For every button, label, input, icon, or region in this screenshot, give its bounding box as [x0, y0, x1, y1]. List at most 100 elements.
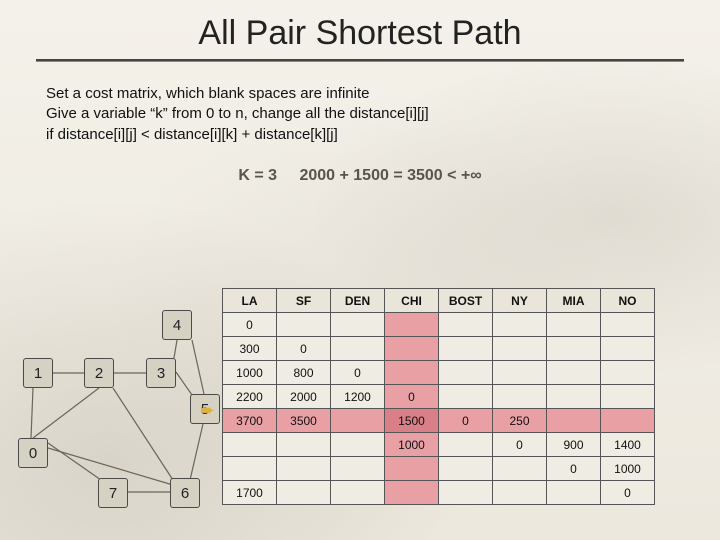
expression: 2000 + 1500 = 3500 < +∞ — [299, 167, 481, 185]
matrix-cell — [493, 313, 547, 337]
matrix-cell — [439, 337, 493, 361]
matrix-cell: 0 — [277, 337, 331, 361]
matrix-cell — [493, 337, 547, 361]
k-line: K = 3 2000 + 1500 = 3500 < +∞ — [28, 167, 692, 185]
matrix-cell — [439, 313, 493, 337]
matrix-cell: 900 — [547, 433, 601, 457]
matrix-col-NO: NO — [601, 289, 655, 313]
matrix-row: 2200200012000 — [223, 385, 655, 409]
matrix-col-BOST: BOST — [439, 289, 493, 313]
matrix-col-NY: NY — [493, 289, 547, 313]
graph-node-0: 0 — [18, 438, 48, 468]
matrix-cell: 3500 — [277, 409, 331, 433]
matrix-body: 0300010008000220020001200037003500150002… — [223, 313, 655, 505]
matrix-cell — [223, 433, 277, 457]
matrix-cell — [493, 361, 547, 385]
matrix-cell: 0 — [385, 385, 439, 409]
matrix-row: 37003500 15000250 — [223, 409, 655, 433]
graph-node-1: 1 — [23, 358, 53, 388]
matrix-cell — [493, 457, 547, 481]
matrix-cell — [385, 457, 439, 481]
matrix-cell: 3700 — [223, 409, 277, 433]
matrix-cell: 0 — [547, 457, 601, 481]
matrix-cell — [493, 385, 547, 409]
matrix-cell — [601, 337, 655, 361]
matrix-col-SF: SF — [277, 289, 331, 313]
rule-thin — [36, 61, 684, 62]
body-line-1: Set a cost matrix, which blank spaces ar… — [46, 84, 692, 104]
matrix-cell — [385, 313, 439, 337]
matrix-cell — [223, 457, 277, 481]
matrix-row: 1000 09001400 — [223, 433, 655, 457]
matrix-cell — [601, 313, 655, 337]
matrix-cell — [601, 385, 655, 409]
matrix-cell — [331, 313, 385, 337]
matrix-cell: 1200 — [331, 385, 385, 409]
graph-node-2: 2 — [84, 358, 114, 388]
matrix-cell — [439, 361, 493, 385]
matrix-cell: 0 — [331, 361, 385, 385]
matrix-cell: 0 — [493, 433, 547, 457]
matrix-row: 01000 — [223, 457, 655, 481]
matrix-cell — [601, 409, 655, 433]
graph-node-4: 4 — [162, 310, 192, 340]
matrix-cell — [601, 361, 655, 385]
arrow-icon: ➨ — [200, 400, 215, 421]
matrix-cell — [547, 313, 601, 337]
body-line-2: Give a variable “k” from 0 to n, change … — [46, 104, 692, 124]
page-title: All Pair Shortest Path — [28, 14, 692, 59]
matrix-cell — [439, 481, 493, 505]
graph-node-3: 3 — [146, 358, 176, 388]
matrix-cell: 0 — [223, 313, 277, 337]
graph-diagram: 41235076 — [18, 310, 214, 520]
matrix-col-CHI: CHI — [385, 289, 439, 313]
matrix-cell — [547, 361, 601, 385]
matrix-cell — [439, 385, 493, 409]
matrix-col-DEN: DEN — [331, 289, 385, 313]
matrix-cell: 1000 — [385, 433, 439, 457]
matrix-cell: 800 — [277, 361, 331, 385]
algorithm-text: Set a cost matrix, which blank spaces ar… — [46, 84, 692, 145]
matrix-col-MIA: MIA — [547, 289, 601, 313]
matrix-cell — [331, 337, 385, 361]
graph-node-6: 6 — [170, 478, 200, 508]
matrix-cell — [277, 313, 331, 337]
matrix-cell — [385, 481, 439, 505]
k-value: K = 3 — [238, 167, 277, 185]
matrix-col-LA: LA — [223, 289, 277, 313]
matrix-cell: 1400 — [601, 433, 655, 457]
graph-node-7: 7 — [98, 478, 128, 508]
matrix-cell — [277, 433, 331, 457]
cost-matrix: LASFDENCHIBOSTNYMIANO 030001000800022002… — [222, 288, 655, 505]
matrix-cell — [331, 457, 385, 481]
matrix-row: 1700 0 — [223, 481, 655, 505]
matrix-cell: 2000 — [277, 385, 331, 409]
matrix-cell — [277, 481, 331, 505]
matrix-cell: 1000 — [601, 457, 655, 481]
matrix-cell — [547, 385, 601, 409]
matrix-cell — [493, 481, 547, 505]
matrix-cell — [547, 409, 601, 433]
matrix-cell — [439, 457, 493, 481]
matrix-cell: 1700 — [223, 481, 277, 505]
matrix-cell — [385, 337, 439, 361]
matrix-cell: 1500 — [385, 409, 439, 433]
matrix-cell: 2200 — [223, 385, 277, 409]
matrix-cell — [439, 433, 493, 457]
matrix-cell — [385, 361, 439, 385]
matrix-row: 0 — [223, 313, 655, 337]
body-line-3: if distance[i][j] < distance[i][k] + dis… — [46, 125, 692, 145]
matrix-cell — [331, 481, 385, 505]
matrix-cell: 300 — [223, 337, 277, 361]
matrix-cell: 1000 — [223, 361, 277, 385]
matrix-row: 10008000 — [223, 361, 655, 385]
matrix-cell: 0 — [439, 409, 493, 433]
matrix-row: 3000 — [223, 337, 655, 361]
matrix-cell — [547, 481, 601, 505]
matrix-cell — [331, 409, 385, 433]
matrix-header-row: LASFDENCHIBOSTNYMIANO — [223, 289, 655, 313]
matrix-cell — [277, 457, 331, 481]
matrix-cell: 250 — [493, 409, 547, 433]
matrix-cell: 0 — [601, 481, 655, 505]
matrix-cell — [331, 433, 385, 457]
